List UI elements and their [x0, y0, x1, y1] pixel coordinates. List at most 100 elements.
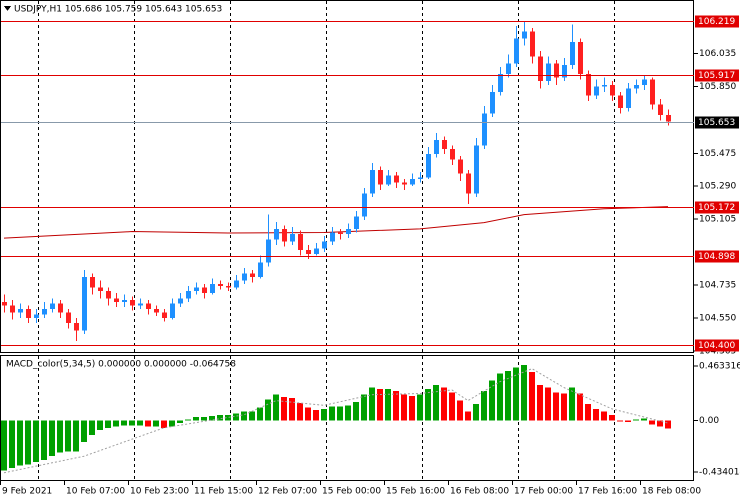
candle-body — [10, 305, 15, 313]
candle-body — [498, 74, 503, 92]
candle-body — [218, 284, 223, 286]
macd-bar — [361, 394, 367, 421]
candle-body — [634, 84, 639, 89]
y-tick-label: -0.434014 — [699, 468, 740, 478]
candle-body — [18, 308, 23, 313]
candle-body — [234, 280, 239, 288]
candle-body — [330, 232, 335, 242]
macd-bar — [169, 420, 175, 427]
macd-bar — [81, 420, 87, 443]
candle-body — [562, 65, 567, 78]
candle-body — [370, 170, 375, 194]
macd-bar — [377, 388, 383, 421]
candle-body — [66, 312, 71, 324]
macd-bar — [201, 417, 207, 421]
macd-bar — [529, 372, 535, 421]
candle-body — [74, 323, 79, 331]
macd-bar — [193, 417, 199, 421]
candle-body — [274, 228, 279, 240]
x-tick-label: 15 Feb 00:00 — [322, 487, 381, 497]
candle-body — [602, 84, 607, 87]
macd-bar — [441, 387, 447, 421]
moving-average — [3, 206, 669, 239]
macd-bar — [457, 400, 463, 421]
candle-body — [466, 173, 471, 194]
macd-bar — [585, 404, 591, 421]
candle-body — [378, 170, 383, 185]
macd-bar — [41, 420, 47, 460]
candle-body — [490, 91, 495, 114]
candle-body — [474, 145, 479, 194]
macd-bar — [121, 420, 127, 426]
x-tick-label: 10 Feb 07:00 — [66, 487, 125, 497]
candle-body — [58, 303, 63, 313]
candle-body — [666, 115, 671, 122]
candle-body — [226, 285, 231, 288]
level-label-box — [695, 15, 739, 28]
candle-body — [418, 177, 423, 180]
x-tick-label: 11 Feb 15:00 — [194, 487, 253, 497]
macd-bar — [321, 408, 327, 421]
macd-bar — [273, 394, 279, 421]
candle-body — [482, 113, 487, 146]
x-tick-label: 16 Feb 08:00 — [450, 487, 509, 497]
macd-bar — [217, 414, 223, 421]
macd-bar — [25, 420, 31, 465]
macd-bar — [609, 414, 615, 421]
macd-bar — [545, 387, 551, 421]
signal-line — [3, 368, 669, 474]
macd-bar — [73, 420, 79, 452]
x-tick-label: 17 Feb 00:00 — [514, 487, 573, 497]
macd-bar — [617, 420, 623, 422]
macd-bar — [337, 406, 343, 421]
symbol-menu-arrow[interactable] — [4, 6, 11, 11]
macd-bar — [161, 420, 167, 428]
macd-bar — [297, 402, 303, 421]
macd-bar — [225, 414, 231, 421]
macd-bar — [409, 395, 415, 421]
candle-body — [306, 250, 311, 254]
candle-body — [658, 104, 663, 116]
macd-bar — [633, 419, 639, 421]
macd-bar — [257, 407, 263, 421]
level-label: 104.898 — [698, 252, 735, 262]
macd-bar — [105, 420, 111, 428]
candle-body — [314, 248, 319, 254]
x-tick-label: 12 Feb 07:00 — [258, 487, 317, 497]
candle-body — [578, 42, 583, 75]
candle-body — [442, 139, 447, 149]
level-label: 105.172 — [698, 203, 735, 213]
candle-body — [450, 148, 455, 160]
macd-bar — [393, 391, 399, 421]
candle-body — [242, 273, 247, 281]
y-tick-label: 104.735 — [699, 280, 736, 290]
y-tick-label: 0.00 — [699, 416, 719, 426]
candle-body — [162, 312, 167, 318]
candle-body — [386, 175, 391, 185]
macd-bar — [561, 393, 567, 421]
macd-bar — [505, 371, 511, 421]
candle-body — [538, 56, 543, 82]
y-tick-label: 105.105 — [699, 215, 736, 225]
candle-body — [546, 63, 551, 82]
macd-bar — [289, 398, 295, 421]
x-tick-label: 9 Feb 2021 — [2, 487, 52, 497]
macd-bar — [49, 420, 55, 457]
macd-bar — [185, 419, 191, 421]
macd-bar — [305, 407, 311, 421]
macd-bar — [385, 388, 391, 421]
macd-bar — [425, 388, 431, 421]
candle-body — [2, 301, 7, 306]
candle-body — [90, 276, 95, 288]
candle-body — [346, 228, 351, 235]
candle-body — [42, 308, 47, 315]
x-tick-label: 15 Feb 16:00 — [386, 487, 445, 497]
macd-bar — [17, 420, 23, 466]
macd-bar — [97, 420, 103, 431]
macd-bar — [345, 405, 351, 421]
macd-bar — [497, 373, 503, 421]
macd-bar — [153, 420, 159, 427]
y-tick-label: 105.290 — [699, 182, 736, 192]
candle-body — [170, 303, 175, 318]
